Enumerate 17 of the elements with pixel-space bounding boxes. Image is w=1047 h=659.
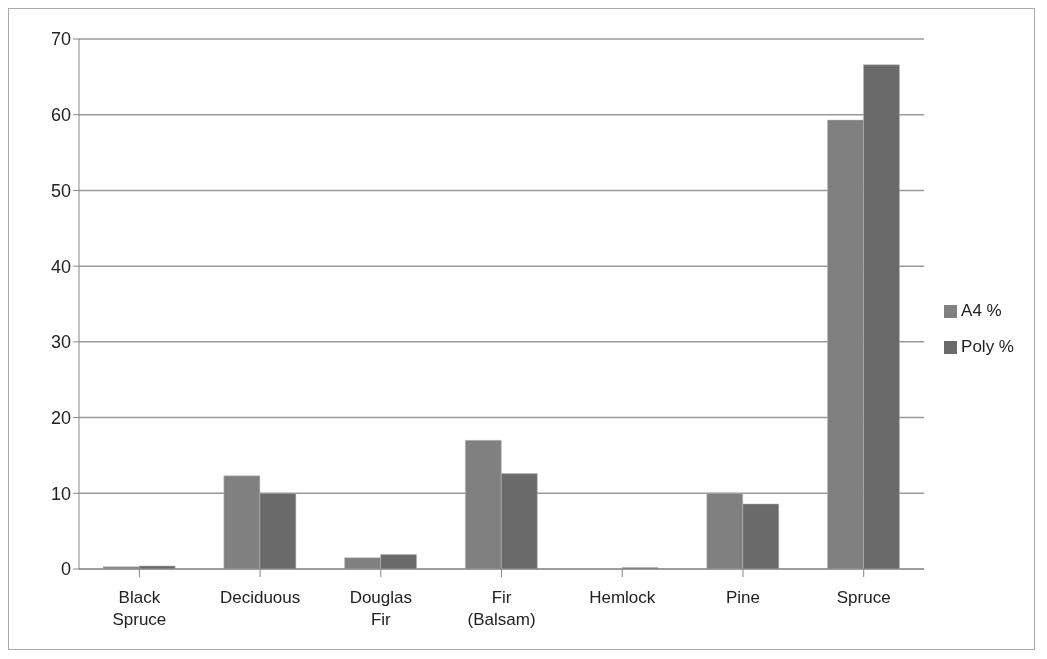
y-tick-label: 50 xyxy=(50,180,71,201)
x-tick-label: Spruce xyxy=(836,588,891,607)
legend-label: Poly % xyxy=(961,337,1014,356)
y-tick-label: 20 xyxy=(50,407,71,428)
x-tick-label: Black Spruce xyxy=(112,588,167,629)
x-tick-label: Pine xyxy=(725,588,761,607)
x-tick-label: Douglas Fir xyxy=(349,588,412,629)
y-tick-label: 40 xyxy=(50,256,71,277)
x-tick-label: Fir (Balsam) xyxy=(467,588,536,629)
y-tick-label: 70 xyxy=(50,29,71,50)
y-tick-label: 10 xyxy=(50,483,71,504)
y-tick-label: 60 xyxy=(50,105,71,126)
legend-label: A4 % xyxy=(961,301,1002,320)
y-tick-label: 0 xyxy=(60,559,71,580)
x-tick-label: Deciduous xyxy=(219,588,301,607)
x-tick-label: Hemlock xyxy=(589,588,656,607)
y-tick-label: 30 xyxy=(50,332,71,353)
